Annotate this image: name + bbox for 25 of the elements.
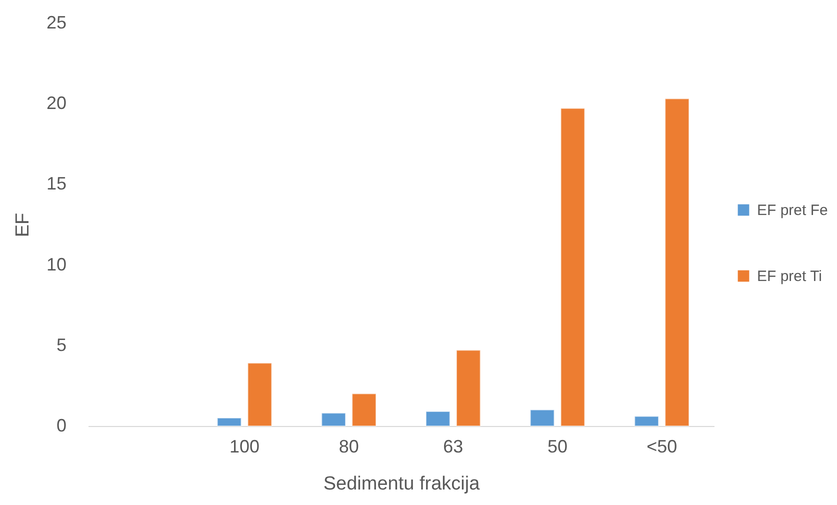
bar xyxy=(664,98,690,426)
bar xyxy=(321,412,346,426)
bar xyxy=(352,393,376,426)
x-tick-label: 50 xyxy=(547,436,568,456)
x-axis-title: Sedimentu frakcija xyxy=(323,474,480,494)
y-tick-label: 0 xyxy=(56,416,66,436)
bar xyxy=(216,417,242,426)
bar xyxy=(426,410,450,426)
x-tick-label: 100 xyxy=(229,436,260,456)
y-tick-label: 25 xyxy=(46,12,66,32)
y-tick-label: 5 xyxy=(56,334,66,355)
x-tick-label: <50 xyxy=(646,436,678,456)
bar xyxy=(560,108,586,426)
bar xyxy=(530,409,555,426)
y-tick-label: 10 xyxy=(46,254,66,274)
bar xyxy=(634,416,659,426)
y-axis-title: EF xyxy=(12,212,34,238)
x-tick-label: 80 xyxy=(338,436,359,456)
y-tick-label: 15 xyxy=(46,174,66,194)
x-tick-label: 63 xyxy=(443,436,464,456)
y-tick-label: 20 xyxy=(46,93,66,114)
legend-label: EF pret Fe xyxy=(757,202,828,219)
legend-label: EF pret Ti xyxy=(757,268,822,285)
bar xyxy=(247,362,272,426)
bar xyxy=(456,350,481,426)
